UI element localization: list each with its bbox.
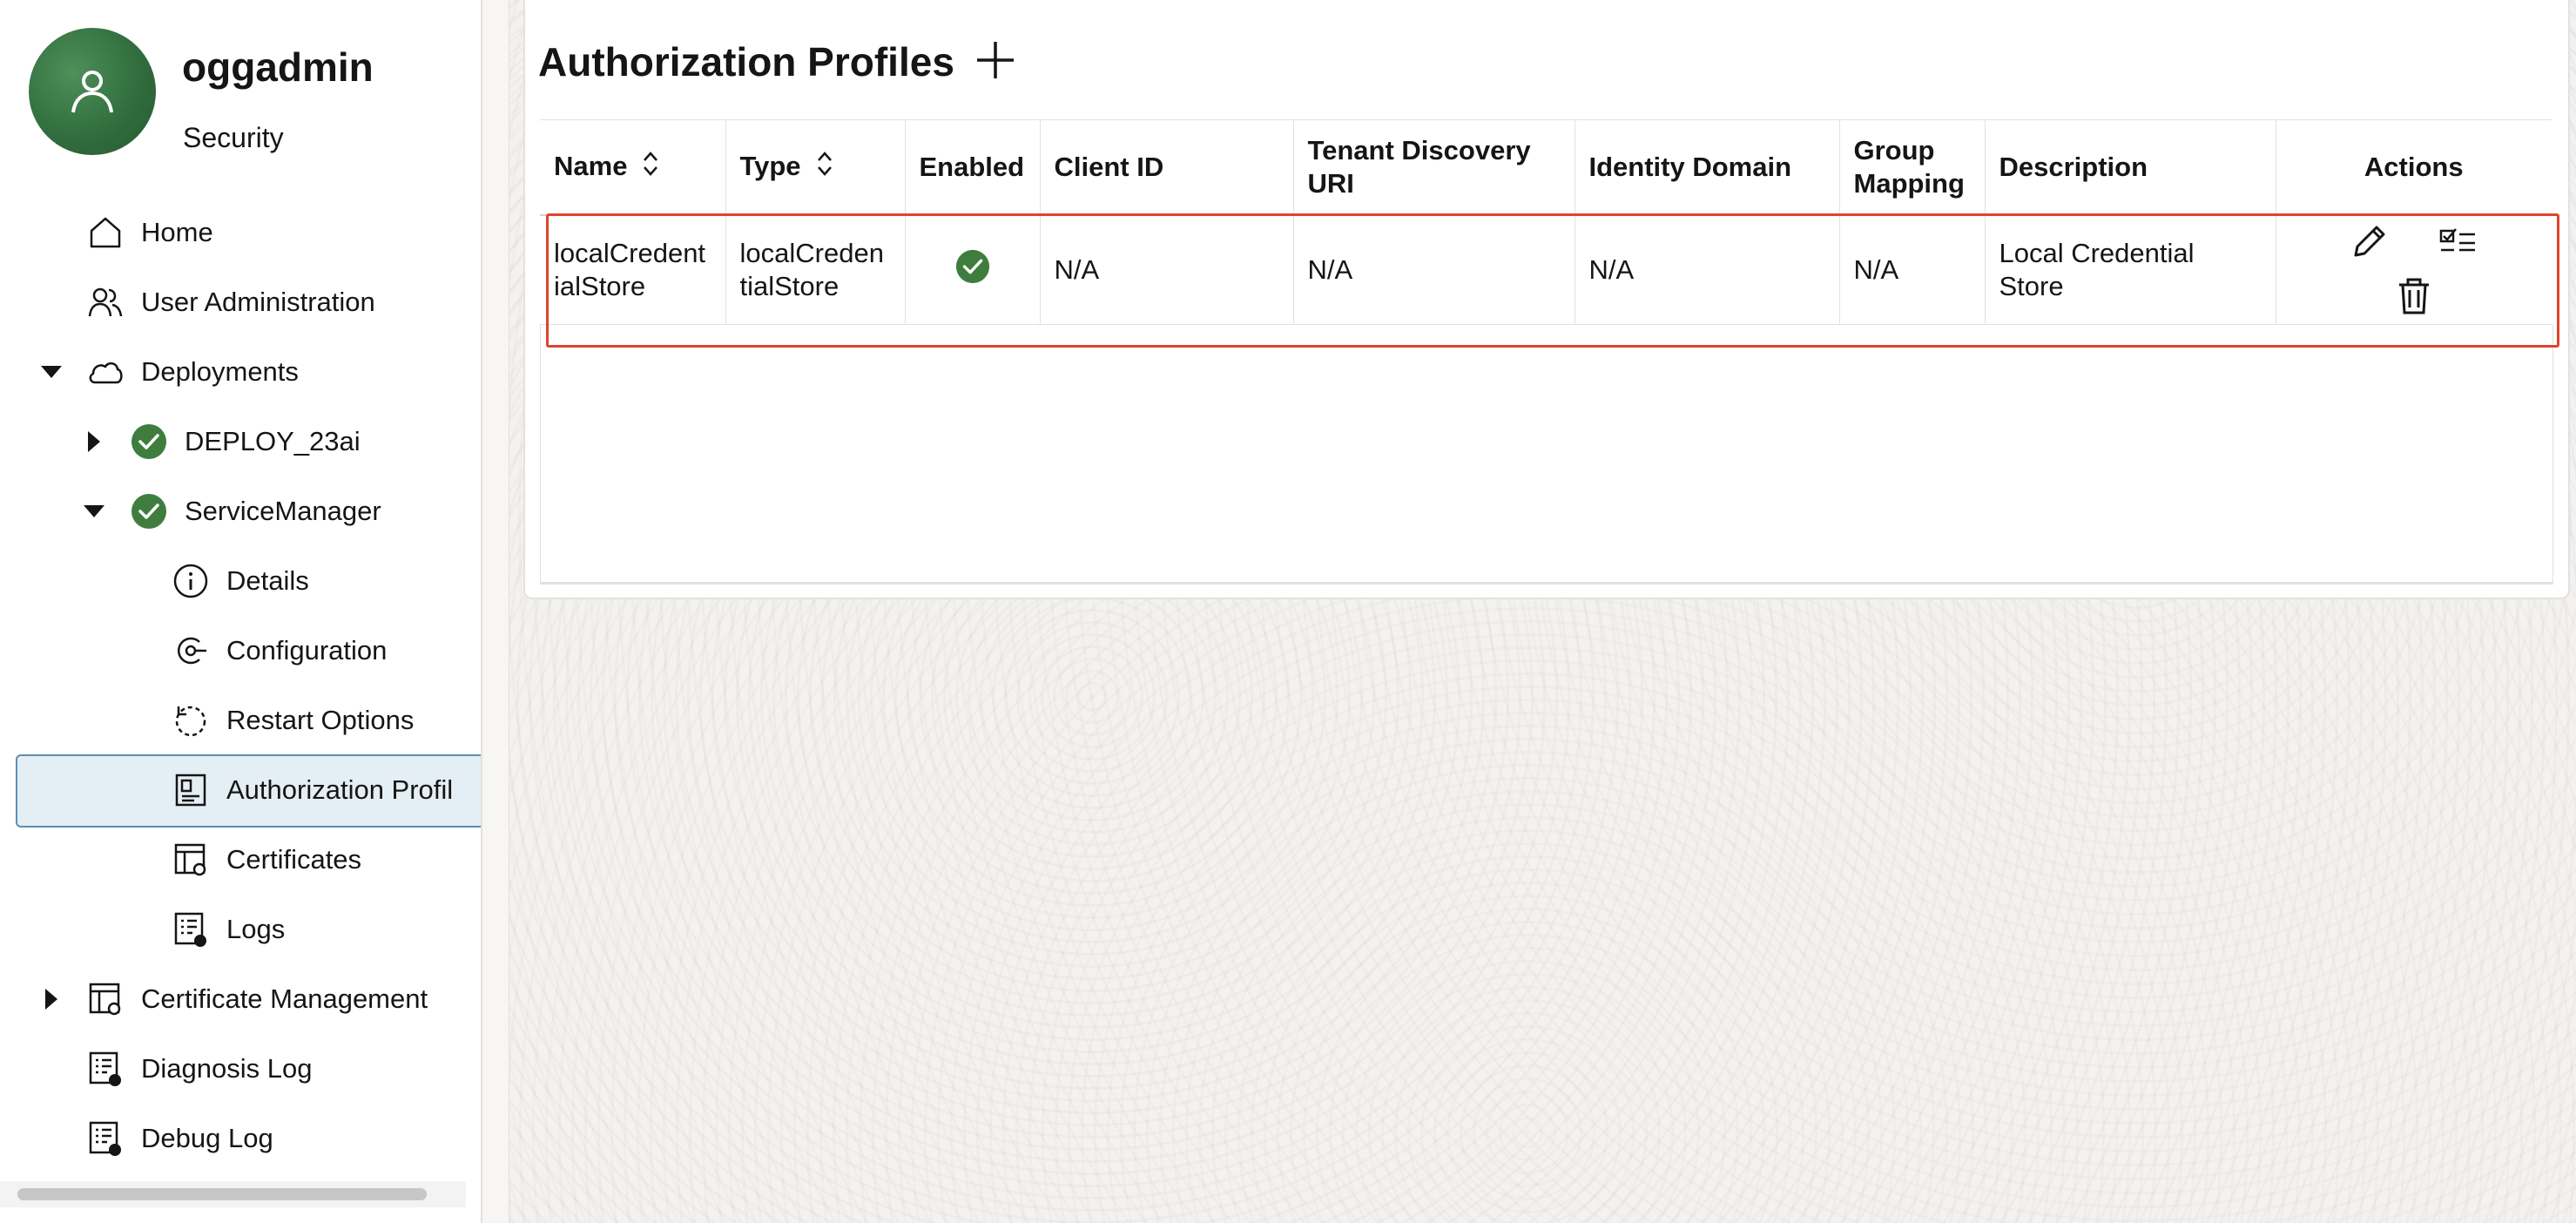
- column-header-type[interactable]: Type: [725, 119, 906, 216]
- trash-icon: [2398, 278, 2429, 314]
- check-circle-icon: [129, 491, 169, 531]
- authorization-icon: [171, 770, 211, 810]
- table-header-row: Name Type Enabled Client ID Tenant Disco…: [540, 119, 2552, 216]
- user-icon: [71, 71, 113, 113]
- table-empty-area: [540, 324, 2553, 584]
- sidebar-item-deploy-23ai[interactable]: DEPLOY_23ai: [129, 416, 361, 468]
- sidebar-item-selected-highlight: [16, 754, 481, 828]
- column-header-identity-domain: Identity Domain: [1575, 119, 1840, 216]
- restart-icon: [171, 700, 211, 740]
- sidebar-item-label: Restart Options: [226, 705, 415, 735]
- sidebar-item-label: Home: [141, 217, 213, 247]
- sidebar-item-user-administration[interactable]: User Administration: [85, 276, 375, 328]
- sidebar-item-restart-options[interactable]: Restart Options: [171, 694, 414, 747]
- sidebar-item-label: Deployments: [141, 356, 299, 387]
- permissions-button[interactable]: [2432, 216, 2485, 268]
- certificate-icon: [171, 840, 211, 880]
- sidebar-item-logs[interactable]: Logs: [171, 903, 285, 956]
- main-left-rail: [482, 0, 509, 1223]
- cell-description: Local Credential Store: [1985, 215, 2276, 325]
- sidebar-item-label: Certificates: [226, 844, 362, 875]
- add-icon[interactable]: [974, 38, 1017, 82]
- info-icon: [171, 561, 211, 601]
- sidebar-item-authorization-profiles[interactable]: Authorization Profil: [171, 764, 453, 816]
- sidebar-item-label: Details: [226, 565, 309, 596]
- sidebar-item-label: Configuration: [226, 635, 388, 666]
- sidebar-item-label: Debug Log: [141, 1123, 273, 1153]
- enabled-check-icon: [954, 248, 991, 293]
- column-header-description: Description: [1985, 119, 2276, 216]
- page-title: Authorization Profiles: [538, 39, 954, 84]
- cell-tenant-discovery-uri: N/A: [1293, 215, 1575, 325]
- sidebar: oggadmin Security Home User Administrati…: [0, 0, 482, 1223]
- collapse-caret-icon[interactable]: [38, 359, 64, 385]
- cell-enabled: [905, 215, 1041, 325]
- cloud-icon: [85, 352, 125, 392]
- column-header-actions: Actions: [2276, 119, 2552, 216]
- column-header-name[interactable]: Name: [540, 119, 726, 216]
- column-header-tenant-discovery-uri: Tenant Discovery URI: [1293, 119, 1575, 216]
- sidebar-item-label: Authorization Profil: [226, 774, 454, 805]
- log-icon: [85, 1049, 125, 1089]
- sidebar-item-label: ServiceManager: [185, 496, 381, 526]
- sidebar-item-label: Diagnosis Log: [141, 1053, 313, 1084]
- cell-name: localCredentialStore: [540, 215, 726, 325]
- user-role: Security: [183, 122, 284, 153]
- sidebar-item-details[interactable]: Details: [171, 555, 309, 607]
- edit-button[interactable]: [2343, 216, 2395, 268]
- sidebar-item-diagnosis-log[interactable]: Diagnosis Log: [85, 1043, 312, 1095]
- sort-icon[interactable]: [643, 151, 658, 185]
- sidebar-item-label: User Administration: [141, 287, 375, 317]
- sidebar-item-certificate-management[interactable]: Certificate Management: [85, 973, 428, 1025]
- sidebar-item-label: DEPLOY_23ai: [185, 426, 361, 456]
- expand-caret-icon[interactable]: [38, 986, 64, 1012]
- column-header-enabled: Enabled: [905, 119, 1041, 216]
- sidebar-item-label: Certificate Management: [141, 983, 428, 1014]
- authorization-profiles-table: Name Type Enabled Client ID Tenant Disco…: [540, 119, 2552, 325]
- column-header-client-id: Client ID: [1040, 119, 1294, 216]
- sidebar-scrollbar-thumb[interactable]: [17, 1188, 427, 1200]
- certificate-icon: [85, 979, 125, 1019]
- user-profile: oggadmin Security: [29, 28, 464, 159]
- column-header-group-mapping: Group Mapping: [1839, 119, 1986, 216]
- sidebar-item-label: Logs: [226, 914, 286, 944]
- avatar[interactable]: [29, 28, 156, 155]
- delete-button[interactable]: [2388, 270, 2440, 322]
- sidebar-item-deployments[interactable]: Deployments: [85, 346, 299, 398]
- configuration-icon: [171, 631, 211, 671]
- users-icon: [85, 282, 125, 322]
- log-icon: [171, 909, 211, 949]
- collapse-caret-icon[interactable]: [81, 498, 107, 524]
- sidebar-item-certificates[interactable]: Certificates: [171, 834, 361, 886]
- table-row[interactable]: localCredentialStore localCredentialStor…: [540, 215, 2552, 325]
- sidebar-item-home[interactable]: Home: [85, 206, 213, 259]
- sidebar-item-servicemanager[interactable]: ServiceManager: [129, 485, 381, 537]
- sort-icon[interactable]: [817, 151, 833, 185]
- checklist-icon: [2439, 228, 2476, 252]
- expand-caret-icon[interactable]: [81, 429, 107, 455]
- cell-actions: [2276, 215, 2552, 325]
- sidebar-item-configuration[interactable]: Configuration: [171, 625, 387, 677]
- username: oggadmin: [182, 44, 374, 90]
- sidebar-item-debug-log[interactable]: Debug Log: [85, 1112, 273, 1165]
- cell-client-id: N/A: [1040, 215, 1294, 325]
- cell-group-mapping: N/A: [1839, 215, 1986, 325]
- home-icon: [85, 213, 125, 253]
- cell-identity-domain: N/A: [1575, 215, 1840, 325]
- pencil-icon: [2354, 226, 2385, 257]
- check-circle-icon: [129, 422, 169, 462]
- cell-type: localCredentialStore: [725, 215, 906, 325]
- log-icon: [85, 1118, 125, 1159]
